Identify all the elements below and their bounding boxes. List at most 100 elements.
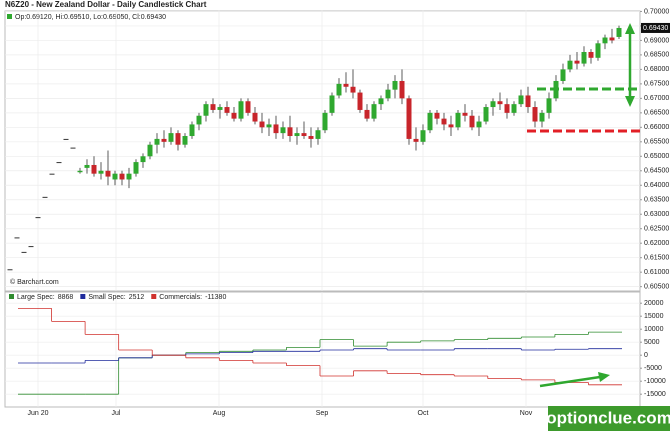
legend-name: Small Spec: — [88, 294, 125, 301]
candle-body — [84, 164, 90, 168]
candle-body — [581, 52, 587, 64]
arrow-head — [625, 96, 635, 107]
candle-body — [287, 127, 293, 137]
y-tick-label: -15000 — [644, 391, 666, 398]
y-tick-label: 0.64000 — [644, 182, 669, 189]
legend-value: 8868 — [58, 294, 74, 301]
y-tick-label: 0.65500 — [644, 139, 669, 146]
candle-body — [406, 98, 412, 139]
candle-body — [413, 138, 419, 142]
legend-entry: Small Spec: 2512 — [88, 294, 144, 301]
candle-body — [105, 170, 111, 177]
candle-body — [175, 133, 181, 145]
y-tick-label: 15000 — [644, 313, 664, 320]
y-tick-label: 0 — [644, 352, 648, 359]
candle-body — [518, 95, 524, 105]
candle-body — [238, 101, 244, 119]
candle-body — [455, 112, 461, 128]
candle-dash — [42, 196, 48, 198]
candle-body — [77, 170, 83, 173]
candle-body — [273, 124, 279, 134]
candle-body — [378, 98, 384, 105]
candle-body — [322, 112, 328, 131]
candle-body — [595, 43, 601, 58]
legend-entry: Commercials: -11380 — [159, 294, 226, 301]
candle-body — [98, 170, 104, 174]
y-tick-label: 0.66000 — [644, 124, 669, 131]
y-tick-label: 10000 — [644, 326, 664, 333]
candle-body — [525, 95, 531, 108]
x-tick-label: Oct — [418, 410, 429, 417]
legend-name: Large Spec: — [17, 294, 55, 301]
candle-body — [161, 138, 167, 142]
legend-swatch — [151, 294, 157, 299]
candle-body — [336, 83, 342, 96]
last-price-tag — [641, 22, 670, 33]
candle-body — [609, 37, 615, 41]
candle-body — [196, 115, 202, 125]
candle-body — [476, 121, 482, 128]
source: © Barchart.com — [10, 278, 59, 286]
y-tick-label: 0.62000 — [644, 240, 669, 247]
candle-body — [364, 109, 370, 119]
y-tick-label: 0.62500 — [644, 226, 669, 233]
legend-value: -11380 — [205, 294, 226, 301]
candle-body — [245, 101, 251, 113]
y-tick-label: 0.69000 — [644, 37, 669, 44]
y-tick-label: 0.61000 — [644, 269, 669, 276]
candle-body — [511, 104, 517, 113]
y-tick-label: 0.60500 — [644, 283, 669, 290]
y-tick-label: 20000 — [644, 300, 664, 307]
candle-body — [504, 104, 510, 113]
main-frame — [4, 10, 641, 292]
legend-swatch — [9, 294, 14, 299]
candle-body — [294, 133, 300, 137]
candle-body — [539, 112, 545, 122]
candle-body — [266, 124, 272, 128]
y-tick-label: 0.68000 — [644, 66, 669, 73]
y-tick-label: 0.66500 — [644, 110, 669, 117]
legend-value: 2512 — [129, 294, 145, 301]
arrow-head — [598, 372, 610, 382]
candle-body — [280, 127, 286, 134]
candle-body — [252, 112, 258, 122]
candle-dash — [14, 237, 20, 239]
candle-body — [350, 86, 356, 93]
y-tick-label: 5000 — [644, 339, 660, 346]
candle-body — [126, 173, 132, 180]
y-tick-label: 0.61500 — [644, 255, 669, 262]
candle-body — [308, 136, 314, 139]
x-tick-label: Jul — [112, 410, 121, 417]
watermark-box — [548, 406, 670, 431]
candle-body — [133, 162, 139, 174]
watermark: optionclue.com — [546, 408, 670, 427]
y-tick-label: -5000 — [644, 365, 662, 372]
x-tick-label: Sep — [316, 410, 329, 417]
candle-dash — [7, 269, 13, 271]
candle-dash — [21, 251, 27, 253]
candle-body — [574, 60, 580, 64]
candle-body — [210, 104, 216, 110]
cot-frame — [4, 291, 641, 408]
y-tick-label: 0.68500 — [644, 52, 669, 59]
candle-body — [483, 107, 489, 122]
candle-body — [119, 173, 125, 180]
candle-body — [203, 104, 209, 116]
candle-body — [91, 164, 97, 174]
candle-dash — [49, 173, 55, 175]
arrow-head — [625, 23, 635, 34]
candle-body — [385, 89, 391, 99]
candle-body — [588, 52, 594, 58]
candle-body — [154, 138, 160, 145]
candle-body — [532, 107, 538, 122]
y-tick-label: 0.67000 — [644, 95, 669, 102]
ohlc-icon — [7, 14, 12, 19]
candle-dash — [28, 246, 34, 248]
candle-body — [259, 121, 265, 128]
candle-body — [343, 83, 349, 87]
candle-body — [427, 112, 433, 131]
candle-dash — [70, 147, 76, 149]
x-tick-label: Aug — [213, 410, 226, 417]
candle-body — [469, 115, 475, 128]
